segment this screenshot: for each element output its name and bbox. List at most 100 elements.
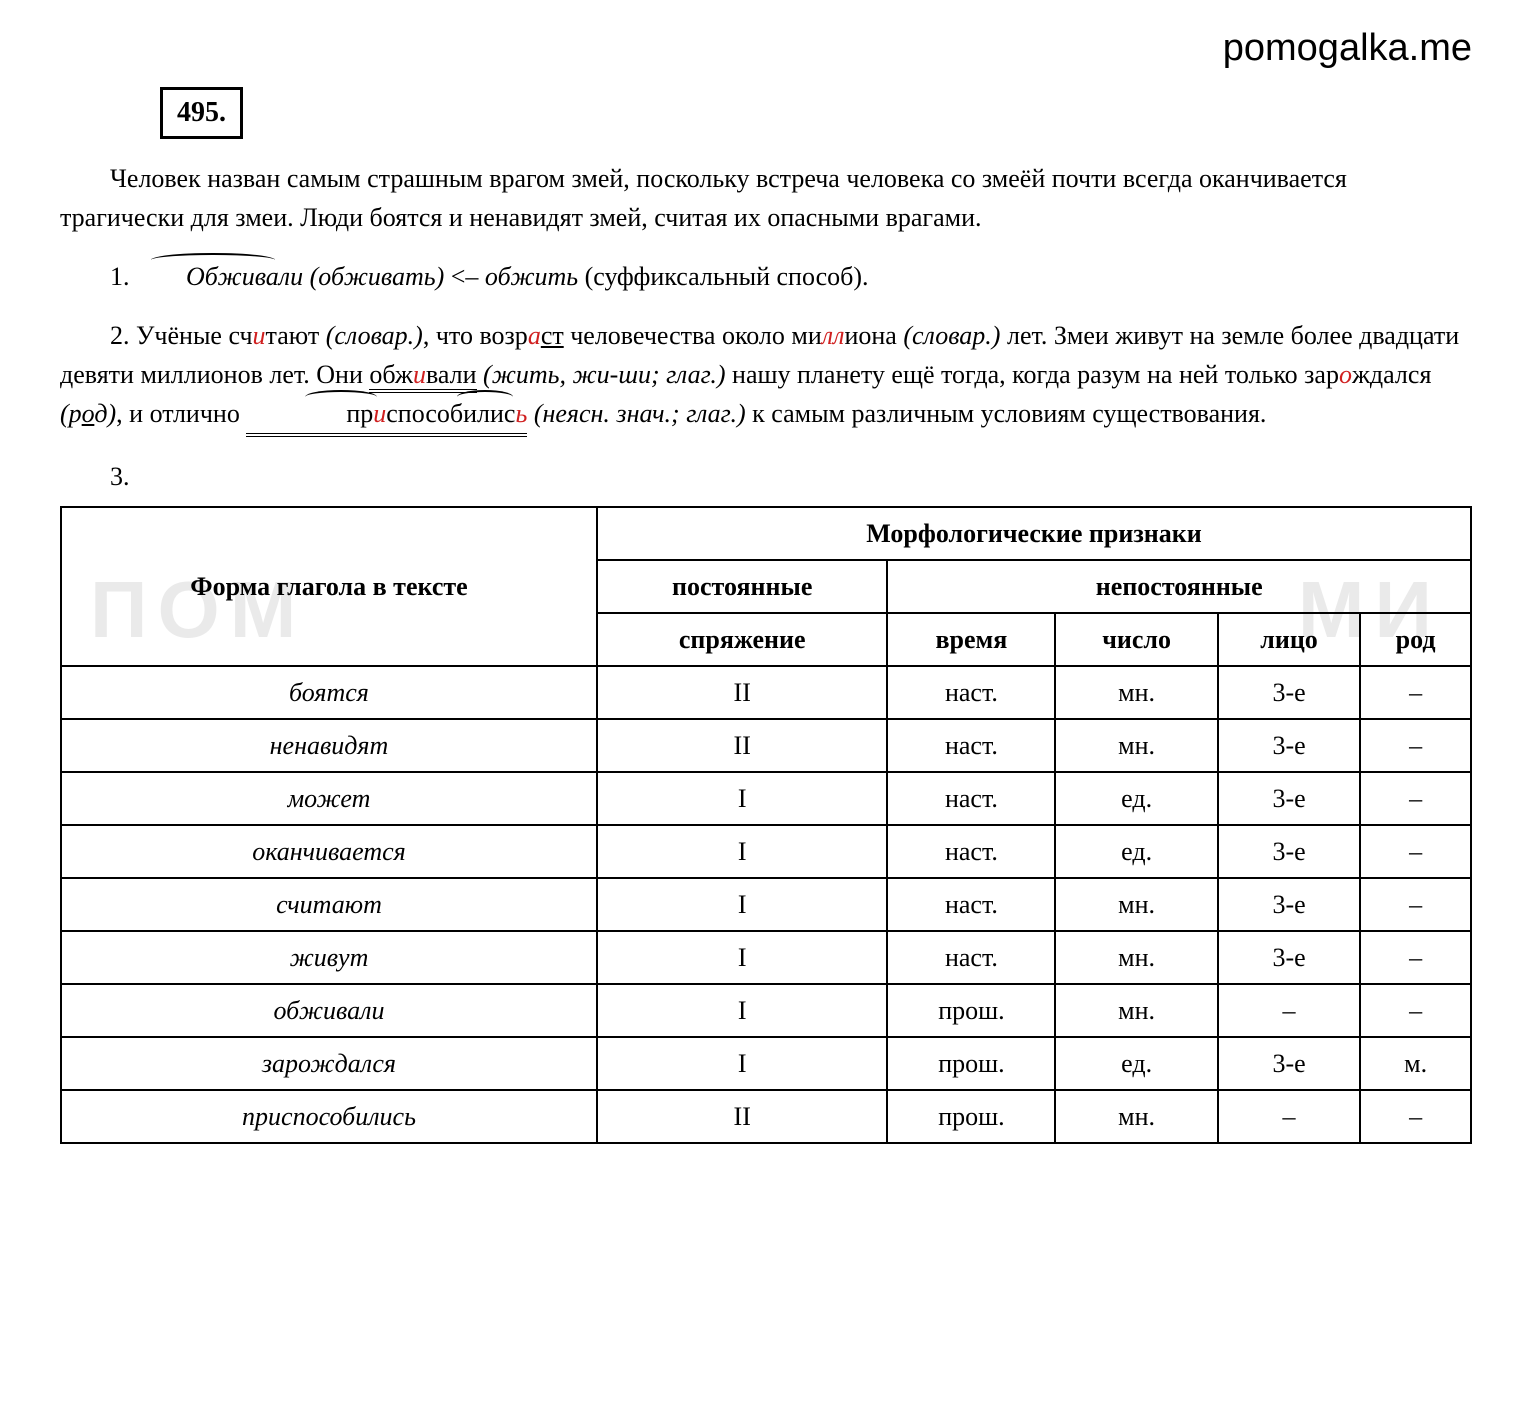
table-cell: считают: [61, 878, 597, 931]
table-cell: 3-е: [1218, 878, 1360, 931]
note: (словар.): [326, 321, 423, 350]
t: 2. Учёные сч: [110, 321, 253, 350]
page-content: pomogalka.me 495. Человек назван самым с…: [60, 20, 1472, 1144]
table-cell: ед.: [1055, 1037, 1217, 1090]
table-cell: –: [1218, 984, 1360, 1037]
verb-highlight: обживали: [369, 360, 476, 393]
note: (жить, жи-ши; глаг.): [477, 360, 726, 389]
t: об: [369, 360, 395, 389]
verb-highlight: приспособились: [246, 394, 527, 437]
item1-arrow: <–: [444, 262, 485, 291]
item1-word2: обжить: [485, 262, 578, 291]
col-morph: Морфологические признаки: [597, 507, 1471, 560]
t: ждался: [1352, 360, 1431, 389]
table-cell: –: [1360, 825, 1471, 878]
table-cell: мн.: [1055, 1090, 1217, 1143]
table-row: боятсяIIнаст.мн.3-е–: [61, 666, 1471, 719]
table-row: зарождалсяIпрош.ед.3-ем.: [61, 1037, 1471, 1090]
t: , что возр: [423, 321, 528, 350]
t: пр: [346, 399, 373, 428]
table-cell: –: [1360, 666, 1471, 719]
col-conj: спряжение: [597, 613, 888, 666]
table-row: приспособилисьIIпрош.мн.––: [61, 1090, 1471, 1143]
table-cell: прош.: [887, 984, 1055, 1037]
item1-suffix: (суффиксальный способ).: [578, 262, 868, 291]
table-cell: мн.: [1055, 666, 1217, 719]
table-cell: –: [1360, 984, 1471, 1037]
t: о: [82, 399, 95, 428]
item1-prefix: 1.: [110, 262, 136, 291]
table-cell: I: [597, 825, 888, 878]
t: (р: [60, 399, 82, 428]
table-cell: I: [597, 878, 888, 931]
t: тают: [266, 321, 326, 350]
table-cell: зарождался: [61, 1037, 597, 1090]
table-cell: I: [597, 931, 888, 984]
table-cell: мн.: [1055, 719, 1217, 772]
col-form: Форма глагола в тексте: [61, 507, 597, 666]
hl: и: [253, 321, 266, 350]
table-cell: 3-е: [1218, 719, 1360, 772]
table-cell: I: [597, 772, 888, 825]
t: человечества около ми: [564, 321, 822, 350]
col-var: непостоянные: [887, 560, 1471, 613]
table-cell: 3-е: [1218, 666, 1360, 719]
table-cell: мн.: [1055, 984, 1217, 1037]
hl: и: [373, 399, 386, 428]
prefix-arc: при: [296, 394, 386, 433]
item1-word1: Обживали (обживать): [136, 257, 444, 296]
t: ст: [541, 321, 564, 350]
brand-watermark: pomogalka.me: [60, 20, 1472, 77]
table-cell: боятся: [61, 666, 597, 719]
table-row: оканчиваетсяIнаст.ед.3-е–: [61, 825, 1471, 878]
table-cell: –: [1218, 1090, 1360, 1143]
table-cell: II: [597, 666, 888, 719]
table-row: живутIнаст.мн.3-е–: [61, 931, 1471, 984]
hl: и: [413, 360, 426, 389]
table-cell: ед.: [1055, 825, 1217, 878]
t: нашу планету ещё тогда, когда разум на н…: [726, 360, 1339, 389]
table-cell: I: [597, 1037, 888, 1090]
col-tense: время: [887, 613, 1055, 666]
table-cell: –: [1360, 719, 1471, 772]
table-cell: 3-е: [1218, 931, 1360, 984]
table-cell: наст.: [887, 666, 1055, 719]
table-cell: может: [61, 772, 597, 825]
note: (словар.): [903, 321, 1000, 350]
table-cell: –: [1360, 772, 1471, 825]
col-number: число: [1055, 613, 1217, 666]
table-cell: прош.: [887, 1090, 1055, 1143]
table-cell: наст.: [887, 931, 1055, 984]
t: , и отлично: [116, 399, 246, 428]
hl: ь: [515, 399, 527, 428]
t: иона: [844, 321, 903, 350]
table-cell: приспособились: [61, 1090, 597, 1143]
table-cell: –: [1360, 931, 1471, 984]
col-person: лицо: [1218, 613, 1360, 666]
col-const: постоянные: [597, 560, 888, 613]
morphology-table: Форма глагола в тексте Морфологические п…: [60, 506, 1472, 1144]
note: (неясн. знач.; глаг.): [527, 399, 745, 428]
table-cell: обживали: [61, 984, 597, 1037]
table-cell: прош.: [887, 1037, 1055, 1090]
t: ж: [395, 360, 413, 389]
table-cell: II: [597, 719, 888, 772]
table-cell: 3-е: [1218, 1037, 1360, 1090]
table-cell: наст.: [887, 825, 1055, 878]
note: (род): [60, 399, 116, 428]
table-cell: наст.: [887, 719, 1055, 772]
col-gender: род: [1360, 613, 1471, 666]
table-cell: мн.: [1055, 931, 1217, 984]
t: вали: [426, 360, 477, 389]
hl: о: [1339, 360, 1352, 389]
table-cell: м.: [1360, 1037, 1471, 1090]
table-cell: мн.: [1055, 878, 1217, 931]
table-cell: II: [597, 1090, 888, 1143]
table-cell: наст.: [887, 772, 1055, 825]
t: д): [94, 399, 116, 428]
item-3-label: 3.: [110, 457, 1472, 496]
table-cell: I: [597, 984, 888, 1037]
table-cell: 3-е: [1218, 772, 1360, 825]
table-cell: 3-е: [1218, 825, 1360, 878]
exercise-number: 495.: [160, 87, 243, 139]
